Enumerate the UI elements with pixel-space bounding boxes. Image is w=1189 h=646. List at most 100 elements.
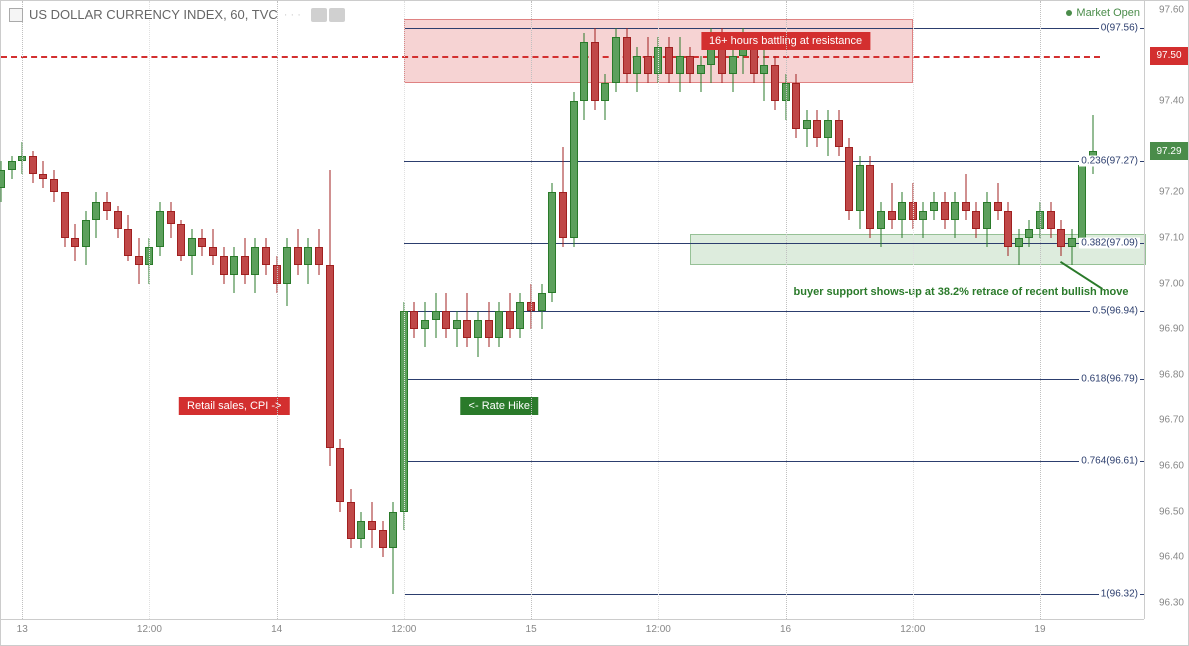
candle[interactable] [570,1,578,621]
candle[interactable] [485,1,493,621]
candle[interactable] [888,1,896,621]
candle[interactable] [389,1,397,621]
candle[interactable] [792,1,800,621]
candle[interactable] [1004,1,1012,621]
candle[interactable] [251,1,259,621]
candle[interactable] [188,1,196,621]
candle[interactable] [930,1,938,621]
candle[interactable] [866,1,874,621]
candle[interactable] [1015,1,1023,621]
candle[interactable] [697,1,705,621]
candle[interactable] [39,1,47,621]
symbol-icon[interactable] [9,8,23,22]
candle[interactable] [739,1,747,621]
candle[interactable] [760,1,768,621]
candle[interactable] [1068,1,1076,621]
candle[interactable] [0,1,5,621]
candle[interactable] [898,1,906,621]
candle[interactable] [379,1,387,621]
candle[interactable] [442,1,450,621]
candle[interactable] [813,1,821,621]
y-axis[interactable]: 96.3096.4096.5096.6096.7096.8096.9097.00… [1144,1,1188,619]
candle[interactable] [771,1,779,621]
plot-area[interactable]: 16+ hours battling at resistanceRetail s… [1,1,1144,619]
candle[interactable] [304,1,312,621]
candle[interactable] [262,1,270,621]
candle[interactable] [103,1,111,621]
candle[interactable] [1057,1,1065,621]
candle[interactable] [463,1,471,621]
candle[interactable] [177,1,185,621]
candle[interactable] [241,1,249,621]
candle[interactable] [71,1,79,621]
candle[interactable] [368,1,376,621]
candle[interactable] [601,1,609,621]
candle[interactable] [962,1,970,621]
candle[interactable] [983,1,991,621]
candle[interactable] [665,1,673,621]
candle[interactable] [283,1,291,621]
candle[interactable] [548,1,556,621]
candle[interactable] [972,1,980,621]
candle[interactable] [877,1,885,621]
candle[interactable] [156,1,164,621]
candle[interactable] [432,1,440,621]
candle[interactable] [941,1,949,621]
candle[interactable] [1047,1,1055,621]
candle[interactable] [114,1,122,621]
candle[interactable] [856,1,864,621]
candle[interactable] [580,1,588,621]
candle[interactable] [421,1,429,621]
candle[interactable] [612,1,620,621]
candle[interactable] [92,1,100,621]
candle[interactable] [294,1,302,621]
candle[interactable] [506,1,514,621]
candle[interactable] [686,1,694,621]
candle[interactable] [61,1,69,621]
candle[interactable] [729,1,737,621]
candle[interactable] [336,1,344,621]
candle[interactable] [124,1,132,621]
candle[interactable] [326,1,334,621]
candle[interactable] [474,1,482,621]
x-axis[interactable]: 1312:001412:001512:001612:0019 [1,619,1144,645]
candle[interactable] [824,1,832,621]
badge-icon[interactable] [311,8,327,22]
candle[interactable] [230,1,238,621]
candle[interactable] [623,1,631,621]
candle[interactable] [919,1,927,621]
candle[interactable] [835,1,843,621]
candle[interactable] [495,1,503,621]
candle[interactable] [167,1,175,621]
candle[interactable] [707,1,715,621]
candle[interactable] [994,1,1002,621]
candle[interactable] [644,1,652,621]
candle[interactable] [50,1,58,621]
candle[interactable] [453,1,461,621]
candle[interactable] [1078,1,1086,621]
candle[interactable] [410,1,418,621]
candle[interactable] [676,1,684,621]
candle[interactable] [633,1,641,621]
candle[interactable] [538,1,546,621]
candle[interactable] [347,1,355,621]
candle[interactable] [559,1,567,621]
candle[interactable] [591,1,599,621]
candle[interactable] [220,1,228,621]
badge-icon[interactable] [329,8,345,22]
candle[interactable] [315,1,323,621]
candle[interactable] [718,1,726,621]
candle[interactable] [209,1,217,621]
candle[interactable] [82,1,90,621]
candle[interactable] [29,1,37,621]
candle[interactable] [951,1,959,621]
candle[interactable] [750,1,758,621]
candle[interactable] [1025,1,1033,621]
candle[interactable] [845,1,853,621]
candle[interactable] [198,1,206,621]
candle[interactable] [803,1,811,621]
candle[interactable] [357,1,365,621]
candle[interactable] [135,1,143,621]
candle[interactable] [516,1,524,621]
candle[interactable] [8,1,16,621]
